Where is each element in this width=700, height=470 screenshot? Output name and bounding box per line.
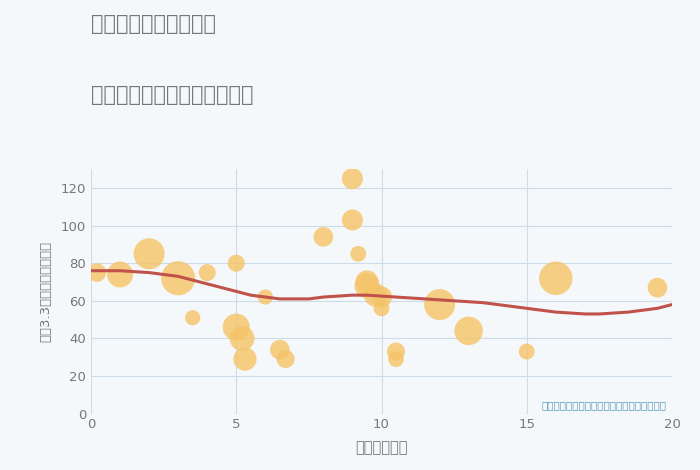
- Point: [376, 293, 387, 301]
- Point: [361, 282, 372, 290]
- Point: [391, 355, 402, 363]
- Point: [237, 335, 248, 342]
- Point: [521, 348, 532, 355]
- Point: [318, 233, 329, 241]
- Text: 駅距離別中古マンション価格: 駅距離別中古マンション価格: [91, 85, 253, 105]
- Point: [144, 250, 155, 258]
- Point: [370, 291, 382, 299]
- Point: [391, 348, 402, 355]
- Point: [361, 278, 372, 286]
- Point: [434, 301, 445, 308]
- Point: [172, 274, 183, 282]
- Point: [353, 250, 364, 258]
- Point: [114, 271, 126, 278]
- Point: [239, 355, 251, 363]
- Text: 円の大きさは、取引のあった物件面積を示す: 円の大きさは、取引のあった物件面積を示す: [541, 400, 666, 410]
- X-axis label: 駅距離（分）: 駅距離（分）: [355, 440, 407, 455]
- Point: [231, 259, 242, 267]
- Point: [346, 175, 358, 182]
- Point: [376, 305, 387, 312]
- Point: [550, 274, 561, 282]
- Text: 三重県名張市中知山の: 三重県名張市中知山の: [91, 14, 216, 34]
- Y-axis label: 坪（3.3㎡）単価（万円）: 坪（3.3㎡）単価（万円）: [39, 241, 52, 342]
- Point: [346, 216, 358, 224]
- Point: [274, 346, 286, 353]
- Point: [652, 284, 663, 291]
- Point: [260, 293, 271, 301]
- Point: [202, 269, 213, 276]
- Point: [463, 327, 475, 335]
- Point: [91, 269, 102, 276]
- Point: [231, 323, 242, 331]
- Point: [280, 355, 291, 363]
- Point: [187, 314, 198, 321]
